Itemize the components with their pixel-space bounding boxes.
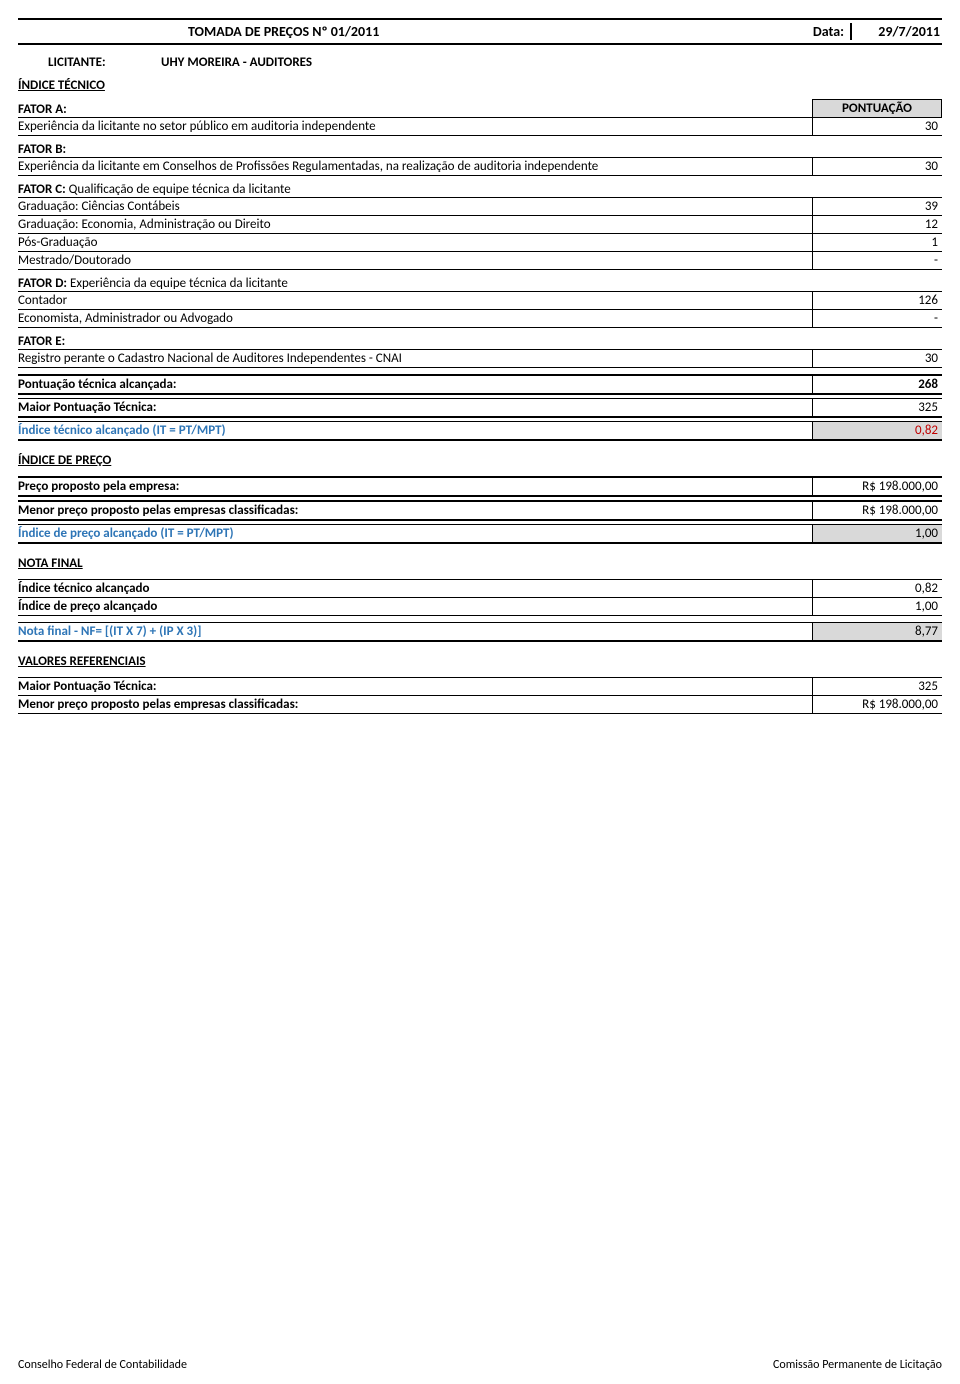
nf-label: Nota final - NF= [(IT X 7) + (IP X 3)]: [18, 623, 812, 640]
fator-d-item-value: 126: [812, 292, 942, 309]
fator-d-item-label: Economista, Administrador ou Advogado: [18, 310, 812, 327]
fator-a-row: Experiência da licitante no setor públic…: [18, 117, 942, 136]
menor-preco-row: Menor preço proposto pelas empresas clas…: [18, 500, 942, 521]
fator-d-item-value: -: [812, 310, 942, 327]
fator-a-value: 30: [812, 118, 942, 135]
date-label: Data:: [762, 23, 852, 40]
fator-c-item-value: 12: [812, 216, 942, 233]
fator-b-value: 30: [812, 158, 942, 175]
fator-c-row-2: Pós-Graduação 1: [18, 234, 942, 252]
valores-ref-title: VALORES REFERENCIAIS: [18, 654, 942, 669]
vr-menor-row: Menor preço proposto pelas empresas clas…: [18, 696, 942, 714]
nf-ip-label: Índice de preço alcançado: [18, 598, 812, 615]
indice-tecnico-row: Índice técnico alcançado (IT = PT/MPT) 0…: [18, 421, 942, 441]
fator-b-desc: Experiência da licitante em Conselhos de…: [18, 158, 812, 175]
preco-proposto-label: Preço proposto pela empresa:: [18, 478, 812, 495]
pontuacao-alcancada-value: 268: [812, 376, 942, 393]
fator-c-item-value: 39: [812, 198, 942, 215]
fator-c-row-0: Graduação: Ciências Contábeis 39: [18, 197, 942, 216]
vr-maior-value: 325: [812, 678, 942, 695]
vr-maior-label: Maior Pontuação Técnica:: [18, 678, 812, 695]
date-value: 29/7/2011: [852, 23, 942, 40]
fator-c-row-3: Mestrado/Doutorado -: [18, 252, 942, 270]
vr-maior-row: Maior Pontuação Técnica: 325: [18, 677, 942, 696]
fator-c-item-label: Pós-Graduação: [18, 234, 812, 251]
nota-final-title: NOTA FINAL: [18, 556, 942, 571]
fator-c-item-label: Mestrado/Doutorado: [18, 252, 812, 269]
indice-preco-row: Índice de preço alcançado (IT = PT/MPT) …: [18, 524, 942, 544]
fator-e-desc: Registro perante o Cadastro Nacional de …: [18, 350, 812, 367]
indice-tecnico-label: Índice técnico alcançado (IT = PT/MPT): [18, 422, 812, 439]
title-bar: TOMADA DE PREÇOS Nº 01/2011 Data: 29/7/2…: [18, 18, 942, 45]
nf-it-label: Índice técnico alcançado: [18, 580, 812, 597]
nf-ip-value: 1,00: [812, 598, 942, 615]
title-text: TOMADA DE PREÇOS Nº 01/2011: [18, 23, 762, 40]
menor-preco-label: Menor preço proposto pelas empresas clas…: [18, 502, 812, 519]
fator-b-row: Experiência da licitante em Conselhos de…: [18, 157, 942, 176]
fator-d-row-1: Economista, Administrador ou Advogado -: [18, 310, 942, 328]
pontuacao-header: PONTUAÇÃO: [812, 99, 942, 117]
licitant-label: LICITANTE:: [48, 55, 158, 70]
fator-c-subtitle: Qualificação de equipe técnica da licita…: [69, 182, 291, 197]
indice-tecnico-title: ÍNDICE TÉCNICO: [18, 78, 942, 93]
fator-e-row: Registro perante o Cadastro Nacional de …: [18, 349, 942, 368]
vr-menor-value: R$ 198.000,00: [812, 696, 942, 713]
fator-d-row-0: Contador 126: [18, 291, 942, 310]
licitant-name: UHY MOREIRA - AUDITORES: [161, 55, 312, 70]
fator-a-desc: Experiência da licitante no setor públic…: [18, 118, 812, 135]
fator-d-subtitle: Experiência da equipe técnica da licitan…: [70, 276, 288, 291]
maior-pontuacao-row: Maior Pontuação Técnica: 325: [18, 398, 942, 418]
fator-c-row-1: Graduação: Economia, Administração ou Di…: [18, 216, 942, 234]
nf-it-row: Índice técnico alcançado 0,82: [18, 579, 942, 598]
indice-preco-title: ÍNDICE DE PREÇO: [18, 453, 942, 468]
fator-d-label: FATOR D:: [18, 276, 67, 291]
fator-c-item-value: 1: [812, 234, 942, 251]
licitant-row: LICITANTE: UHY MOREIRA - AUDITORES: [18, 55, 942, 70]
fator-c-header: FATOR C: Qualificação de equipe técnica …: [18, 182, 942, 197]
fator-d-header: FATOR D: Experiência da equipe técnica d…: [18, 276, 942, 291]
pontuacao-alcancada-label: Pontuação técnica alcançada:: [18, 376, 812, 393]
menor-preco-value: R$ 198.000,00: [812, 502, 942, 519]
indice-tecnico-value: 0,82: [812, 422, 942, 439]
fator-c-item-label: Graduação: Economia, Administração ou Di…: [18, 216, 812, 233]
nf-it-value: 0,82: [812, 580, 942, 597]
preco-proposto-value: R$ 198.000,00: [812, 478, 942, 495]
fator-a-label: FATOR A:: [18, 102, 812, 117]
fator-c-item-value: -: [812, 252, 942, 269]
fator-e-header: FATOR E:: [18, 334, 942, 349]
vr-menor-label: Menor preço proposto pelas empresas clas…: [18, 696, 812, 713]
pontuacao-alcancada-row: Pontuação técnica alcançada: 268: [18, 374, 942, 395]
footer-left: Conselho Federal de Contabilidade: [18, 1358, 187, 1372]
footer: Conselho Federal de Contabilidade Comiss…: [18, 1358, 942, 1372]
fator-c-label: FATOR C:: [18, 182, 66, 197]
nf-ip-row: Índice de preço alcançado 1,00: [18, 598, 942, 616]
fator-b-header: FATOR B:: [18, 142, 942, 157]
maior-pontuacao-value: 325: [812, 399, 942, 416]
fator-e-value: 30: [812, 350, 942, 367]
footer-right: Comissão Permanente de Licitação: [773, 1358, 942, 1372]
fator-d-item-label: Contador: [18, 292, 812, 309]
nf-value: 8,77: [812, 623, 942, 640]
fator-c-item-label: Graduação: Ciências Contábeis: [18, 198, 812, 215]
fator-a-header: FATOR A: PONTUAÇÃO: [18, 99, 942, 117]
indice-preco-value: 1,00: [812, 525, 942, 542]
indice-preco-label: Índice de preço alcançado (IT = PT/MPT): [18, 525, 812, 542]
preco-proposto-row: Preço proposto pela empresa: R$ 198.000,…: [18, 476, 942, 497]
nf-row: Nota final - NF= [(IT X 7) + (IP X 3)] 8…: [18, 622, 942, 642]
maior-pontuacao-label: Maior Pontuação Técnica:: [18, 399, 812, 416]
